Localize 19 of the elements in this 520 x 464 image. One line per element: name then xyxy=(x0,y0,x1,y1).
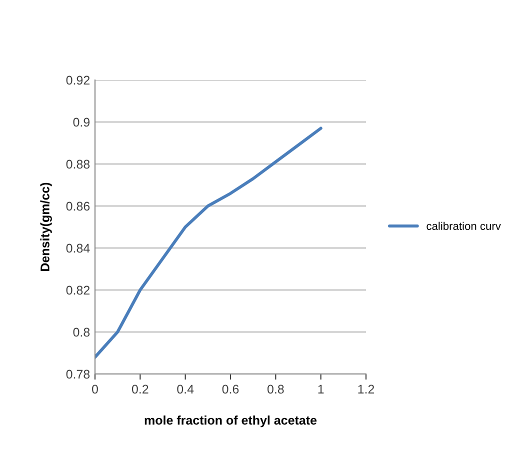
y-tick-label: 0.88 xyxy=(66,160,90,169)
x-tick-label: 0.8 xyxy=(267,384,284,394)
y-tick-label: 0.92 xyxy=(66,76,90,85)
y-tick-label: 0.84 xyxy=(66,244,90,253)
y-tick-label: 0.78 xyxy=(66,370,90,379)
y-tick-label: 0.82 xyxy=(66,286,90,295)
line-series xyxy=(95,126,322,359)
x-tick-label: 0.4 xyxy=(177,384,194,394)
y-tick-label: 0.9 xyxy=(73,118,90,127)
y-tick-label: 0.8 xyxy=(73,328,90,337)
legend-label: calibration curv xyxy=(426,222,501,230)
x-tick-label: 1.2 xyxy=(358,384,374,394)
x-axis-title: mole fraction of ethyl acetate xyxy=(144,416,317,428)
x-tick-label: 0.2 xyxy=(132,384,148,394)
x-tick-label: 0.6 xyxy=(222,384,239,394)
y-axis-title: Density(gm/cc) xyxy=(40,182,52,271)
y-tick-label: 0.86 xyxy=(66,202,90,211)
x-tick-label: 0 xyxy=(92,384,98,394)
x-tick-label: 1 xyxy=(318,384,324,394)
